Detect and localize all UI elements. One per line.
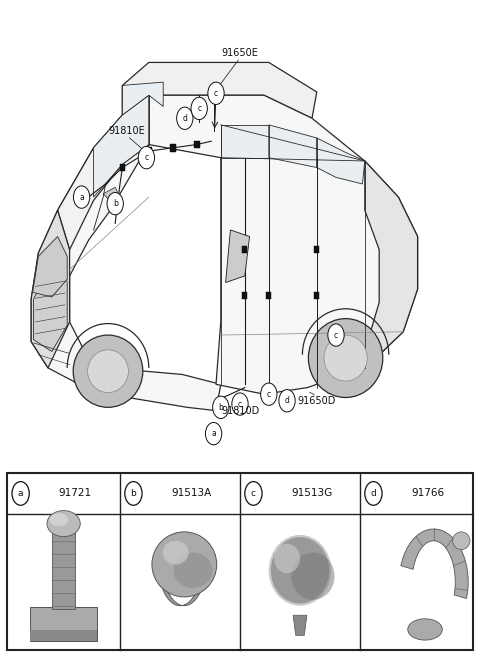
Circle shape <box>208 82 224 104</box>
Circle shape <box>12 482 29 505</box>
FancyBboxPatch shape <box>30 608 97 641</box>
Circle shape <box>107 193 123 215</box>
Ellipse shape <box>87 350 129 393</box>
Ellipse shape <box>324 335 367 381</box>
Ellipse shape <box>173 553 212 588</box>
Bar <box>120 164 125 171</box>
Polygon shape <box>365 161 418 355</box>
Text: d: d <box>371 489 376 498</box>
Polygon shape <box>226 230 250 283</box>
Text: c: c <box>197 104 201 113</box>
Polygon shape <box>103 187 120 204</box>
Text: 91721: 91721 <box>58 488 92 499</box>
Bar <box>242 246 247 253</box>
Circle shape <box>365 482 382 505</box>
Text: 91810E: 91810E <box>109 126 145 137</box>
Circle shape <box>73 186 90 208</box>
Text: c: c <box>267 390 271 399</box>
Text: d: d <box>182 114 187 123</box>
Polygon shape <box>122 82 163 115</box>
Circle shape <box>261 383 277 405</box>
FancyBboxPatch shape <box>52 523 75 609</box>
Ellipse shape <box>270 536 330 604</box>
Polygon shape <box>317 138 365 184</box>
Text: 91766: 91766 <box>411 488 444 499</box>
Bar <box>314 292 319 299</box>
Ellipse shape <box>274 544 300 574</box>
Bar <box>242 292 247 299</box>
Text: a: a <box>211 429 216 438</box>
Ellipse shape <box>308 319 383 397</box>
Circle shape <box>232 393 248 415</box>
Ellipse shape <box>73 335 143 407</box>
Ellipse shape <box>152 532 217 597</box>
Text: a: a <box>18 489 24 498</box>
Polygon shape <box>31 210 70 368</box>
Polygon shape <box>58 95 149 250</box>
Text: c: c <box>144 153 148 162</box>
Polygon shape <box>221 125 269 158</box>
Polygon shape <box>293 615 307 635</box>
FancyBboxPatch shape <box>30 630 97 641</box>
Text: c: c <box>214 89 218 98</box>
Ellipse shape <box>47 510 80 537</box>
Ellipse shape <box>453 532 470 550</box>
Polygon shape <box>122 62 317 118</box>
Ellipse shape <box>408 619 442 640</box>
Text: b: b <box>113 199 118 208</box>
Text: d: d <box>285 396 289 405</box>
Polygon shape <box>149 95 418 394</box>
Text: 91650E: 91650E <box>222 47 258 58</box>
Polygon shape <box>34 260 67 351</box>
Polygon shape <box>269 125 317 168</box>
Ellipse shape <box>291 553 335 600</box>
Polygon shape <box>401 529 468 599</box>
Circle shape <box>245 482 262 505</box>
Circle shape <box>191 97 207 120</box>
Bar <box>314 246 319 253</box>
Bar <box>194 141 200 148</box>
Bar <box>170 144 176 152</box>
Text: b: b <box>218 403 223 412</box>
Text: 91650D: 91650D <box>298 396 336 406</box>
Bar <box>266 292 271 299</box>
Text: 91513A: 91513A <box>172 488 212 499</box>
Circle shape <box>279 390 295 412</box>
Circle shape <box>213 396 229 419</box>
Text: b: b <box>131 489 136 498</box>
Text: c: c <box>238 399 242 409</box>
Polygon shape <box>159 578 202 606</box>
Bar <box>146 147 152 155</box>
Polygon shape <box>94 95 149 197</box>
Circle shape <box>177 107 193 129</box>
Text: 91513G: 91513G <box>291 488 333 499</box>
Circle shape <box>328 324 344 346</box>
Polygon shape <box>31 85 221 411</box>
Text: c: c <box>251 489 256 498</box>
Circle shape <box>205 422 222 445</box>
Text: 91810D: 91810D <box>221 405 259 416</box>
Text: c: c <box>334 330 338 340</box>
Circle shape <box>138 147 155 169</box>
Circle shape <box>125 482 142 505</box>
Text: a: a <box>79 193 84 202</box>
Ellipse shape <box>163 541 189 564</box>
Polygon shape <box>33 237 67 297</box>
Ellipse shape <box>49 513 68 526</box>
